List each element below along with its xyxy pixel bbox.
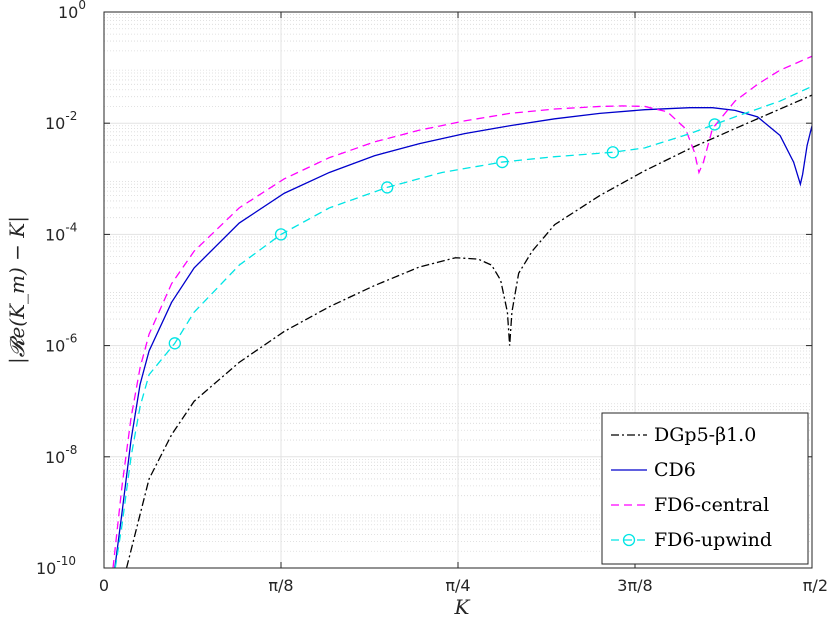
series-marker <box>274 228 288 241</box>
legend-label: DGp5-β1.0 <box>654 424 756 446</box>
y-axis-label-text: |𝓡e(K_m) − K| <box>5 216 30 364</box>
x-tick-label: π/2 <box>803 576 828 595</box>
series-marker <box>708 118 721 131</box>
legend-label: FD6-upwind <box>654 529 772 551</box>
legend-box <box>601 412 809 565</box>
series-marker <box>496 155 509 169</box>
x-axis-ticks: 0 π/8 π/4 3π/8 π/2 <box>99 12 828 595</box>
series-marker <box>381 181 394 194</box>
series-line-cd6 <box>114 107 812 568</box>
legend-marker <box>622 533 636 547</box>
series-marker <box>168 337 181 350</box>
series-line-fd6-central <box>112 55 812 568</box>
x-tick-label: 0 <box>99 576 109 595</box>
series-layer <box>112 55 812 568</box>
series-marker <box>606 146 620 159</box>
x-tick-label: π/4 <box>445 576 470 595</box>
legend-label: CD6 <box>654 459 696 481</box>
legend: DGp5-β1.0 CD6 FD6-central FD6-upwind <box>601 412 809 565</box>
legend-label: FD6-central <box>654 494 769 516</box>
series-line-fd6-upwind <box>114 85 812 568</box>
y-axis-label: |𝓡e(K_m) − K| <box>5 216 30 364</box>
series-line-dgp5-1-0 <box>125 94 812 568</box>
x-tick-label: π/8 <box>268 576 293 595</box>
x-tick-label: 3π/8 <box>617 576 652 595</box>
x-axis-label: K <box>454 595 471 619</box>
